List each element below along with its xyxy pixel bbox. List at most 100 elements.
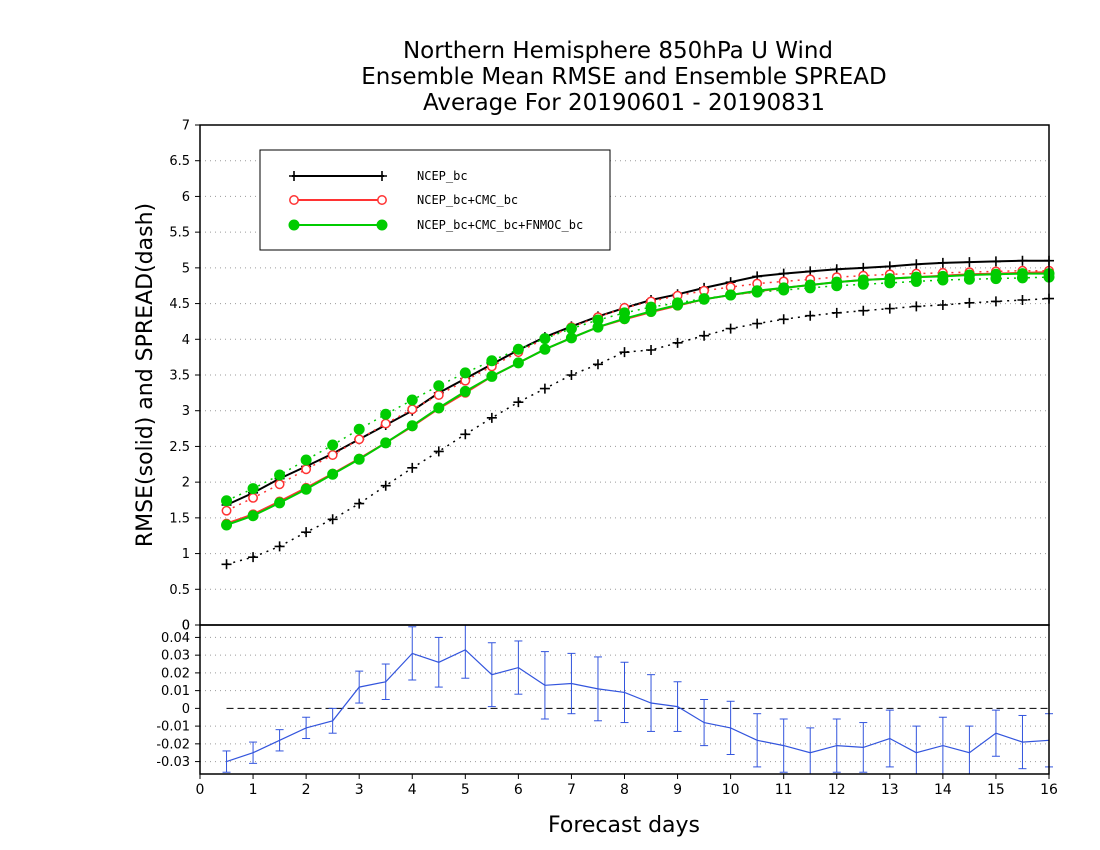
y-axis-title: RMSE(solid) and SPREAD(dash) bbox=[133, 203, 158, 547]
upper-y-tick-label: 2 bbox=[182, 476, 190, 491]
data-point-rmse bbox=[247, 510, 259, 522]
data-point-spread bbox=[274, 541, 285, 552]
data-point-rmse bbox=[937, 257, 948, 268]
x-tick-label: 12 bbox=[828, 782, 846, 798]
upper-y-tick-label: 7 bbox=[182, 119, 190, 134]
x-tick-label: 2 bbox=[302, 782, 311, 798]
data-point-rmse bbox=[1017, 255, 1028, 266]
legend-marker bbox=[377, 195, 387, 205]
x-tick-label: 4 bbox=[408, 782, 417, 798]
legend-label: NCEP_bc+CMC_bc+FNMOC_bc bbox=[417, 218, 583, 232]
x-tick-label: 11 bbox=[775, 782, 793, 798]
chart-title-line-3: Average For 20190601 - 20190831 bbox=[423, 90, 825, 116]
series-line-spread bbox=[226, 276, 1050, 502]
data-point-spread bbox=[459, 367, 471, 379]
data-point-spread bbox=[619, 307, 630, 319]
data-point-spread bbox=[513, 397, 524, 408]
chart-title-line-2: Ensemble Mean RMSE and Ensemble SPREAD bbox=[361, 64, 886, 90]
data-point-spread bbox=[274, 479, 285, 490]
data-point-rmse bbox=[486, 370, 498, 382]
data-point-spread bbox=[221, 495, 233, 507]
x-tick-label: 13 bbox=[881, 782, 899, 798]
upper-y-tick-label: 0.5 bbox=[169, 583, 190, 598]
data-point-spread bbox=[327, 514, 338, 525]
x-tick-label: 6 bbox=[514, 782, 523, 798]
x-tick-label: 14 bbox=[934, 782, 952, 798]
data-point-spread bbox=[646, 345, 657, 355]
data-point-spread bbox=[433, 390, 444, 400]
series-line-spread bbox=[226, 269, 1049, 512]
data-point-spread bbox=[698, 293, 710, 305]
data-point-rmse bbox=[459, 385, 471, 397]
data-point-spread bbox=[406, 394, 418, 406]
data-point-spread bbox=[884, 303, 895, 314]
lower-y-tick-label: 0.02 bbox=[161, 666, 190, 681]
data-point-spread bbox=[990, 296, 1001, 307]
series-line-rmse bbox=[226, 271, 1050, 525]
legend-marker bbox=[289, 195, 299, 205]
data-point-rmse bbox=[274, 497, 286, 509]
data-point-spread bbox=[512, 343, 524, 355]
x-tick-label: 9 bbox=[673, 782, 682, 798]
data-point-spread bbox=[248, 492, 259, 503]
data-point-spread bbox=[433, 380, 445, 392]
upper-y-tick-label: 5.5 bbox=[169, 226, 190, 241]
data-point-spread bbox=[460, 429, 471, 440]
data-point-rmse bbox=[221, 519, 233, 531]
legend-label: NCEP_bc+CMC_bc bbox=[417, 193, 518, 207]
data-point-spread bbox=[804, 282, 816, 294]
data-point-spread bbox=[354, 434, 365, 445]
data-point-spread bbox=[831, 280, 843, 292]
x-axis-title: Forecast days bbox=[548, 813, 700, 838]
data-point-spread bbox=[937, 300, 948, 310]
data-point-spread bbox=[433, 446, 444, 457]
data-point-spread bbox=[857, 278, 869, 290]
series-spread-1 bbox=[221, 293, 1054, 570]
upper-y-tick-label: 6 bbox=[182, 190, 190, 205]
lower-top-tick-label: 0 bbox=[182, 619, 190, 634]
upper-y-tick-label: 3.5 bbox=[169, 369, 190, 384]
data-point-spread bbox=[990, 273, 1002, 285]
data-point-rmse bbox=[964, 257, 975, 268]
series-spread-5 bbox=[221, 271, 1055, 507]
data-point-spread bbox=[910, 275, 922, 287]
legend-marker bbox=[288, 219, 300, 231]
lower-y-tick-label: 0.04 bbox=[161, 631, 190, 646]
data-point-spread bbox=[672, 297, 684, 309]
data-point-spread bbox=[778, 314, 789, 325]
data-point-spread bbox=[752, 318, 763, 329]
x-tick-label: 3 bbox=[355, 782, 364, 798]
data-point-spread bbox=[805, 310, 816, 321]
data-point-spread bbox=[858, 305, 869, 316]
data-point-spread bbox=[301, 464, 312, 475]
data-point-spread bbox=[300, 454, 312, 466]
data-point-spread bbox=[486, 355, 498, 367]
data-point-spread bbox=[354, 498, 365, 509]
legend-entry-0: NCEP_bc bbox=[289, 169, 468, 183]
data-point-spread bbox=[248, 552, 259, 563]
lower-y-tick-label: -0.03 bbox=[156, 755, 190, 770]
x-tick-label: 7 bbox=[567, 782, 576, 798]
data-point-spread bbox=[964, 297, 975, 308]
lower-y-tick-label: -0.01 bbox=[156, 720, 190, 735]
x-tick-label: 5 bbox=[461, 782, 470, 798]
x-tick-labels: 0 1 2 3 4 5 6 7 8 9 10 11 12 13 14 15 16 bbox=[196, 774, 1058, 798]
series-rmse-0 bbox=[221, 255, 1054, 510]
upper-y-tick-label: 4 bbox=[182, 333, 190, 348]
data-point-rmse bbox=[327, 468, 339, 480]
data-point-spread bbox=[937, 274, 949, 286]
upper-y-tick-label: 5 bbox=[182, 261, 190, 276]
upper-y-tick-label: 1.5 bbox=[169, 511, 190, 526]
data-point-spread bbox=[1017, 295, 1028, 305]
upper-y-tick-label: 2.5 bbox=[169, 440, 190, 455]
x-tick-label: 15 bbox=[987, 782, 1005, 798]
legend-marker bbox=[376, 219, 388, 231]
upper-y-tick-label: 1 bbox=[182, 547, 190, 562]
data-point-spread bbox=[327, 439, 339, 451]
data-point-spread bbox=[539, 383, 550, 394]
data-point-spread bbox=[327, 450, 338, 460]
data-point-spread bbox=[221, 505, 232, 516]
series-line-rmse bbox=[226, 259, 1049, 506]
x-tick-label: 1 bbox=[249, 782, 258, 798]
data-point-spread bbox=[565, 323, 577, 335]
